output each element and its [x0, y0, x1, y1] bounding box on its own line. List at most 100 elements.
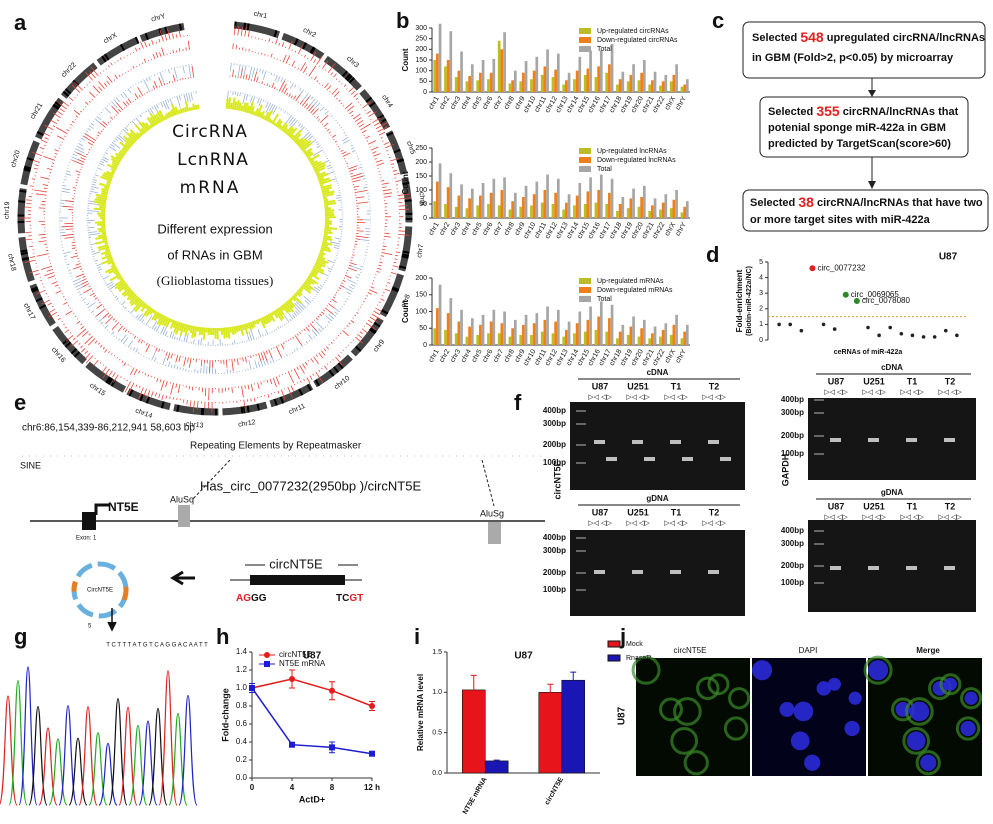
track [319, 65, 321, 67]
track [114, 280, 126, 290]
track [359, 331, 363, 335]
bar [556, 53, 560, 92]
y-tick-label: 200 [415, 159, 427, 166]
track [151, 391, 154, 397]
band [830, 566, 841, 570]
bar [626, 334, 630, 345]
track [103, 186, 110, 190]
bar [599, 301, 603, 345]
track [103, 172, 114, 178]
track [123, 362, 127, 367]
bar [530, 79, 533, 92]
track [166, 28, 171, 40]
track [64, 326, 67, 329]
track [143, 355, 145, 357]
track [383, 195, 392, 198]
track [90, 66, 99, 77]
track [343, 277, 346, 279]
track [242, 102, 247, 112]
track [160, 380, 165, 391]
legend-label: Down-regulated mRNAs [597, 287, 673, 294]
track [65, 228, 74, 230]
bar [573, 79, 576, 92]
bar [664, 323, 668, 345]
track [393, 172, 400, 176]
y-tick-label: 2 [759, 306, 763, 313]
x-tick-label: 0 [250, 783, 255, 792]
track [144, 373, 147, 376]
bar [626, 81, 630, 92]
track [81, 278, 87, 282]
track [149, 107, 155, 115]
track [72, 160, 84, 166]
track-label: LcnRNA [177, 150, 249, 170]
track [106, 170, 115, 176]
nucleus [827, 677, 841, 691]
track [349, 172, 353, 175]
track [287, 299, 296, 308]
track [272, 310, 279, 319]
track [292, 314, 296, 319]
legend-swatch [579, 296, 591, 302]
y-axis-label: Count [401, 171, 410, 194]
track [144, 93, 146, 95]
panel-label: g [14, 624, 27, 649]
track [145, 315, 153, 326]
track [108, 267, 118, 275]
track [138, 132, 143, 137]
track [368, 111, 377, 118]
bar [551, 77, 555, 92]
bar [503, 32, 506, 92]
ideogram [313, 354, 353, 388]
point [921, 335, 926, 339]
track [341, 83, 343, 85]
track [308, 154, 320, 162]
size-label: 300bp [781, 408, 804, 417]
band [309, 46, 315, 54]
track [363, 325, 366, 327]
track [61, 320, 63, 323]
bar [573, 333, 576, 345]
band [273, 398, 278, 406]
track [287, 371, 295, 384]
track [73, 109, 81, 116]
size-label: 200bp [781, 561, 804, 570]
track [299, 87, 302, 91]
bar [578, 311, 582, 345]
track [126, 132, 137, 143]
track [172, 33, 174, 39]
track [334, 311, 339, 315]
track [107, 314, 112, 318]
track [48, 311, 58, 318]
track [77, 174, 80, 176]
bar [444, 66, 447, 92]
track [111, 322, 119, 330]
track [160, 101, 164, 108]
track [102, 275, 110, 280]
exon [82, 512, 96, 530]
track [243, 399, 247, 413]
flow-text: Selected 548 upregulated circRNA/lncRNAs [752, 29, 985, 45]
track [181, 107, 186, 113]
track [343, 303, 346, 305]
track [88, 148, 91, 151]
track [44, 272, 55, 277]
track [146, 91, 148, 94]
track [96, 308, 106, 317]
track [390, 272, 397, 275]
track [256, 104, 263, 117]
track [52, 125, 56, 128]
chromosome-label: chr18 [6, 253, 17, 272]
flow-text: Selected [752, 32, 797, 44]
y-tick-label: 0 [423, 342, 427, 349]
track [145, 307, 153, 317]
track [309, 98, 316, 106]
track [39, 146, 45, 150]
bar [599, 50, 603, 92]
track [313, 319, 315, 321]
track [328, 313, 335, 320]
bar [637, 80, 641, 92]
track [342, 349, 345, 351]
track [47, 167, 53, 171]
track [102, 128, 105, 130]
